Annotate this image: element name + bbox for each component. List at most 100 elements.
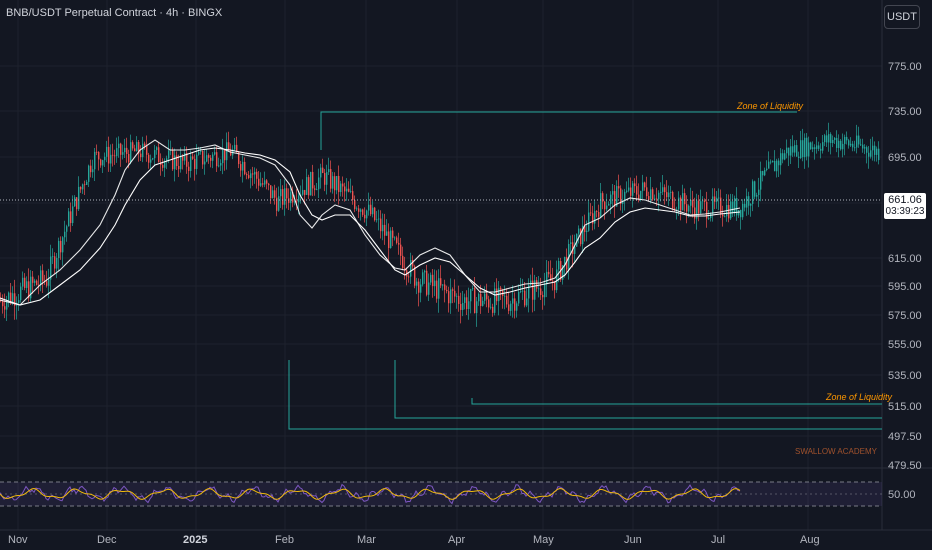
candle-body	[632, 183, 634, 196]
candle-body	[270, 185, 272, 199]
candle-body	[612, 191, 614, 195]
candle-body	[274, 190, 276, 198]
candle-body	[104, 156, 106, 161]
candle-body	[56, 258, 58, 269]
candle-body	[664, 187, 666, 193]
candle-body	[62, 237, 64, 253]
candle-body	[198, 151, 200, 155]
candle-body	[480, 293, 482, 306]
candle-body	[718, 197, 720, 199]
candle-body	[250, 173, 252, 179]
zone-line-top[interactable]	[320, 111, 797, 150]
candle-body	[532, 280, 534, 300]
candle-body	[858, 135, 860, 145]
candle-body	[118, 143, 120, 149]
candle-body	[662, 187, 664, 192]
candle-body	[522, 290, 524, 292]
candle-body	[70, 211, 72, 224]
candlestick-series	[0, 122, 880, 327]
candle-body	[846, 136, 848, 141]
candle-body	[140, 153, 142, 158]
candle-body	[684, 193, 686, 205]
candle-body	[614, 191, 616, 207]
candle-body	[818, 145, 820, 149]
candle-body	[264, 180, 266, 185]
candle-body	[778, 160, 780, 166]
candle-body	[352, 191, 354, 201]
candle-body	[306, 177, 308, 195]
candle-body	[114, 155, 116, 157]
candle-body	[828, 134, 830, 143]
candle-body	[162, 164, 164, 168]
candle-body	[694, 207, 696, 219]
candle-body	[876, 148, 878, 155]
candle-body	[108, 146, 110, 164]
candle-body	[78, 186, 80, 210]
candle-body	[316, 189, 318, 191]
candle-body	[448, 291, 450, 304]
candle-body	[854, 147, 856, 149]
candle-body	[834, 137, 836, 140]
candle-body	[764, 170, 766, 176]
candle-body	[590, 212, 592, 214]
candle-body	[438, 278, 440, 299]
candle-body	[402, 255, 404, 269]
candle-body	[308, 177, 310, 196]
candle-body	[628, 187, 630, 191]
currency-button[interactable]: USDT	[884, 5, 920, 29]
zone-line-bottom-2[interactable]	[394, 360, 882, 419]
candle-body	[592, 213, 594, 224]
candle-body	[260, 183, 262, 186]
candle-body	[850, 143, 852, 146]
candle-body	[298, 195, 300, 203]
candle-body	[608, 203, 610, 206]
candle-body	[772, 161, 774, 163]
candle-body	[168, 150, 170, 159]
candle-body	[660, 191, 662, 193]
candle-body	[144, 143, 146, 146]
candle-body	[36, 280, 38, 285]
candle-body	[528, 285, 530, 299]
candle-body	[304, 190, 306, 195]
zone-lines[interactable]	[288, 111, 882, 430]
candle-body	[492, 306, 494, 313]
candle-body	[130, 142, 132, 163]
candle-body	[724, 216, 726, 218]
candle-body	[804, 137, 806, 158]
candle-body	[64, 231, 66, 238]
candle-body	[762, 171, 764, 176]
candle-body	[760, 171, 762, 190]
candle-body	[462, 302, 464, 310]
time-label: Apr	[448, 534, 465, 546]
candle-body	[576, 233, 578, 247]
zone-line-bottom-1[interactable]	[471, 398, 882, 405]
candle-body	[374, 207, 376, 221]
candle-body	[428, 282, 430, 295]
candle-body	[128, 153, 130, 163]
candle-body	[602, 193, 604, 202]
candle-body	[616, 186, 618, 207]
candle-body	[234, 144, 236, 150]
candle-body	[318, 177, 320, 190]
horizontal-grid	[0, 65, 882, 437]
candle-body	[848, 140, 850, 146]
candle-body	[66, 226, 68, 232]
candle-body	[800, 140, 802, 158]
candle-body	[658, 192, 660, 200]
candle-body	[46, 281, 48, 286]
candle-body	[770, 161, 772, 163]
candle-body	[158, 147, 160, 163]
candle-body	[518, 291, 520, 304]
candle-body	[388, 231, 390, 249]
candle-body	[824, 135, 826, 143]
candle-body	[142, 143, 144, 158]
zone-line-bottom-3[interactable]	[288, 360, 882, 430]
candle-body	[728, 205, 730, 219]
candle-body	[784, 153, 786, 160]
candle-body	[782, 153, 784, 160]
candle-body	[392, 230, 394, 238]
candle-body	[342, 183, 344, 187]
candle-body	[120, 143, 122, 155]
price-label: 497.50	[888, 431, 922, 443]
